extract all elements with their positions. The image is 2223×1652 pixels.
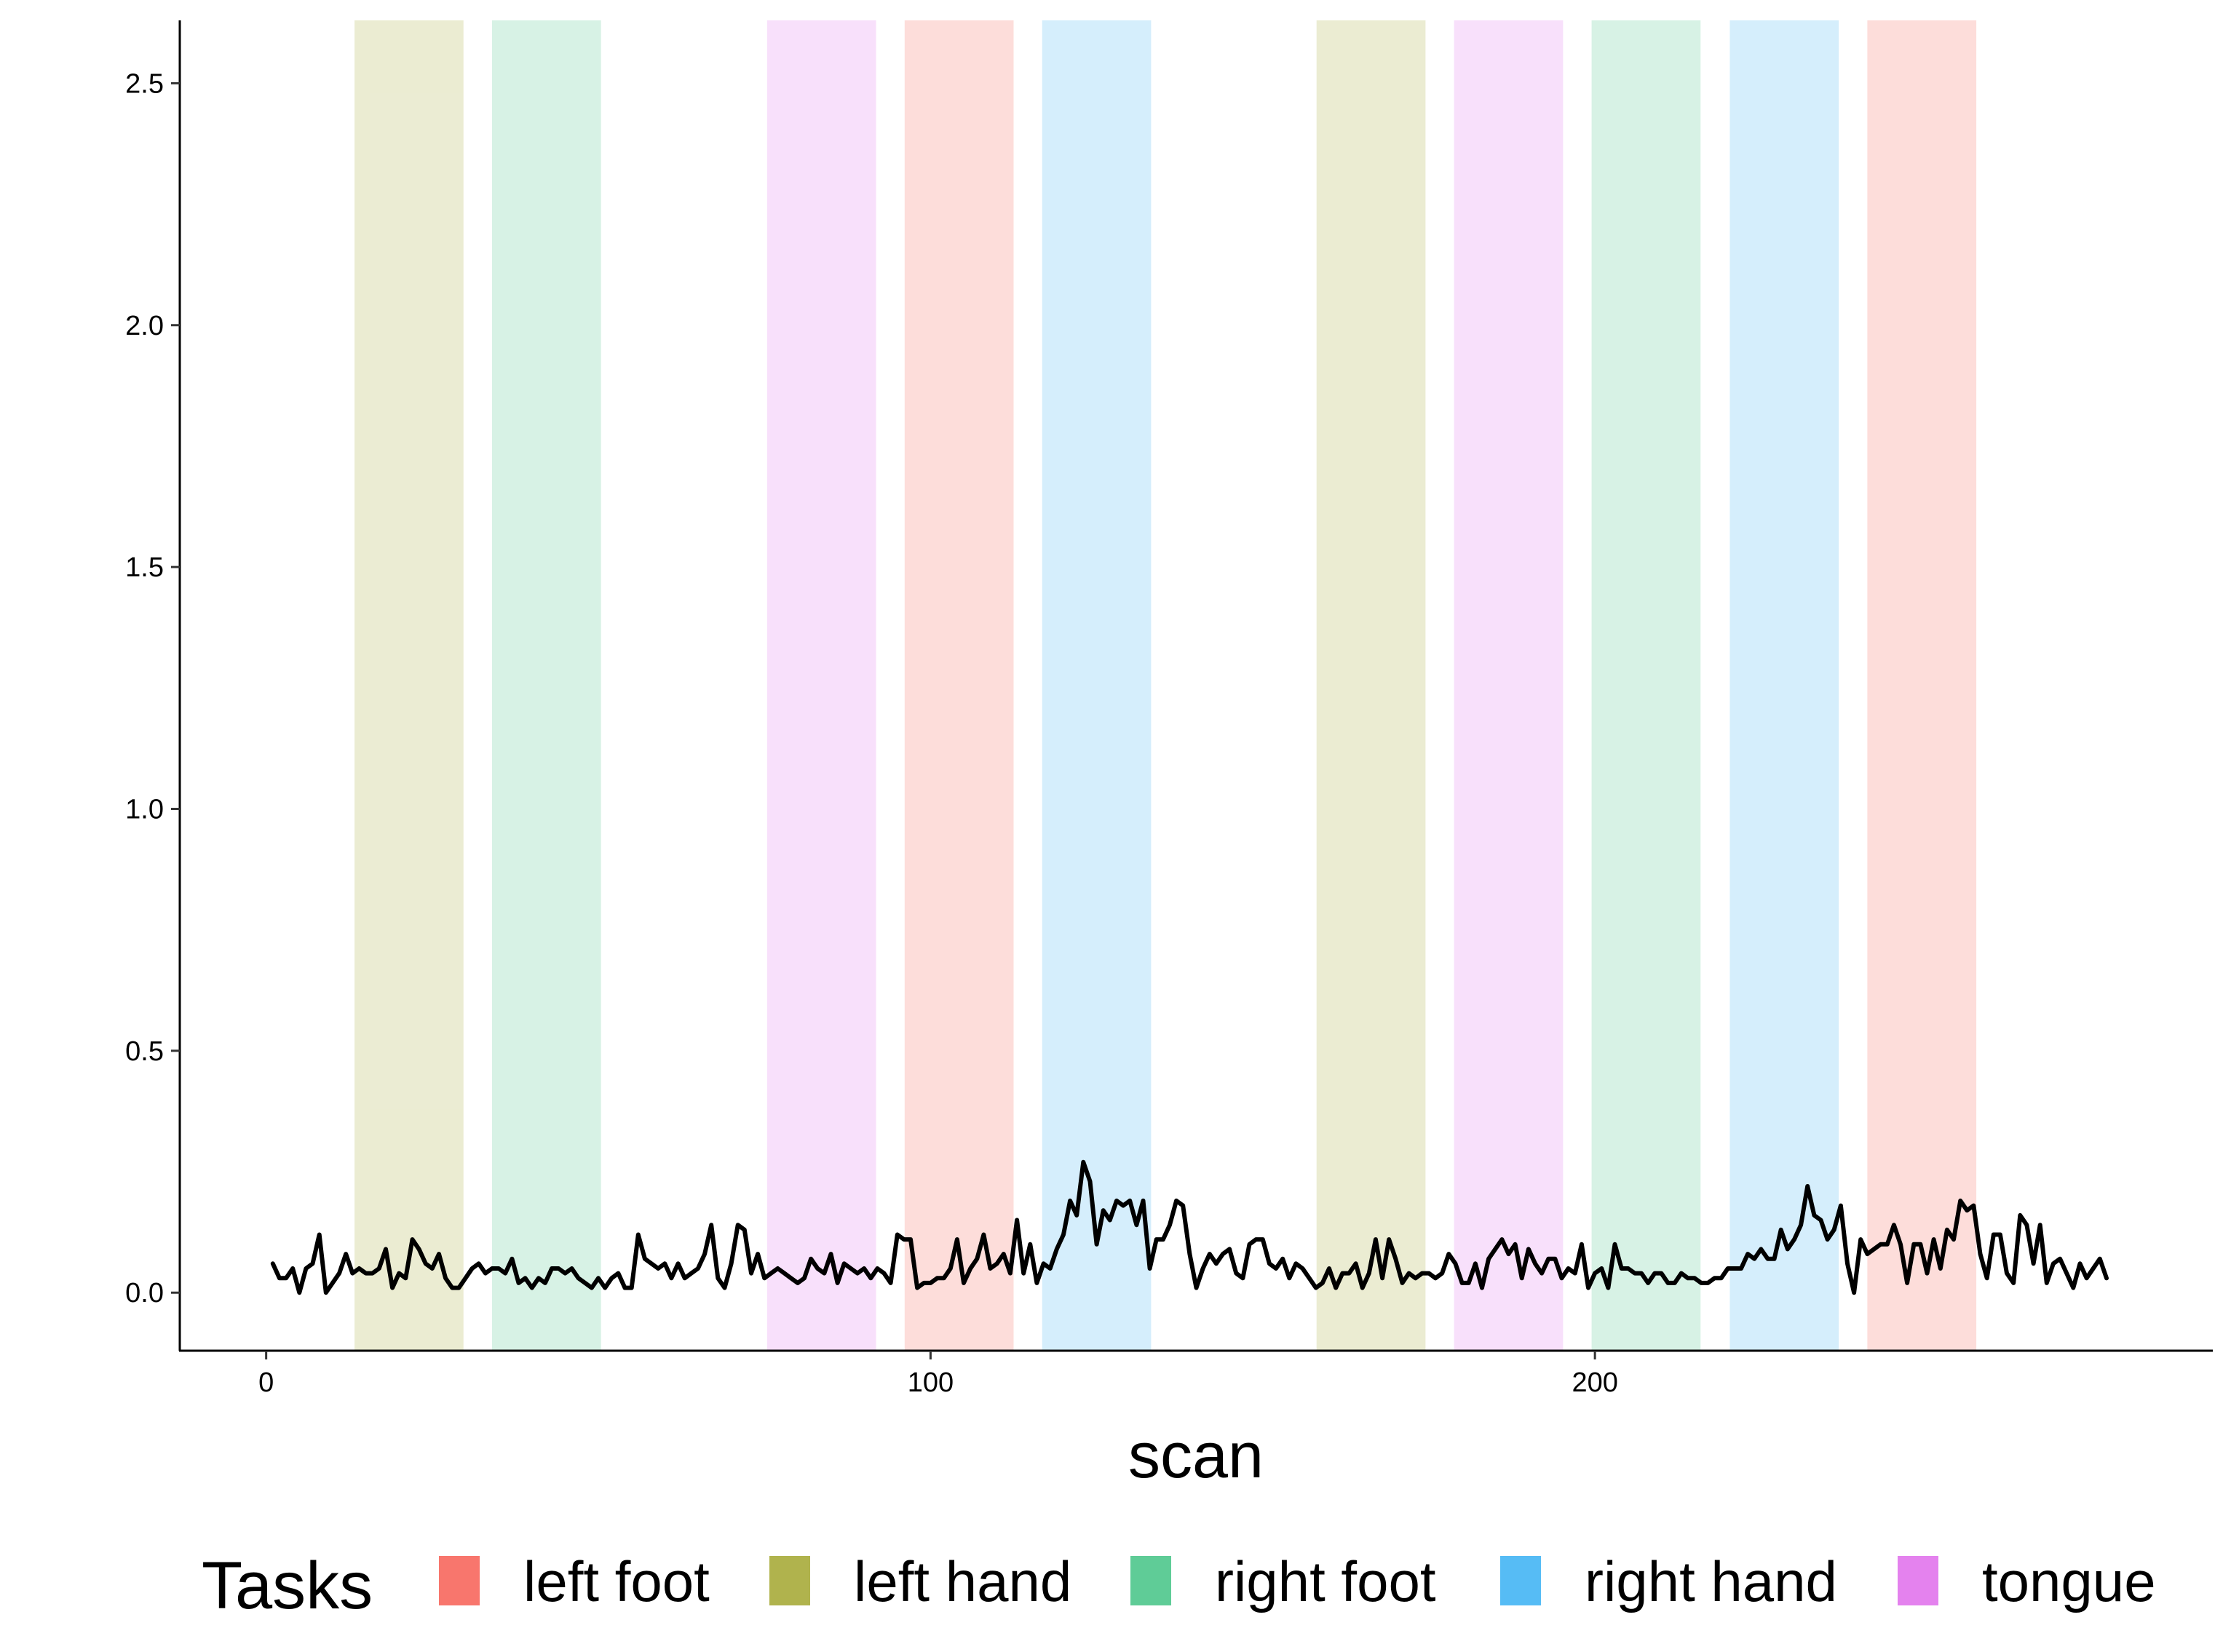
legend-label-left-foot: left foot [523,1549,710,1613]
legend: Tasks left foot left hand right foot right … [202,1549,2156,1623]
task-band-right-hand [1042,20,1152,1351]
series-group [270,1159,2109,1295]
y-tick-label: 0.0 [125,1278,164,1309]
task-band-tongue [766,20,876,1351]
axes [178,20,2213,1352]
y-ticks: 0.0 0.5 1.0 1.5 2.0 2.5 [125,68,180,1309]
legend-label-tongue: tongue [1982,1549,2156,1613]
task-band-left-foot [1867,20,1977,1351]
y-tick-label: 1.0 [125,795,164,825]
task-band-right-hand [1729,20,1839,1351]
y-tick-label: 1.5 [125,552,164,583]
x-tick-label: 0 [258,1367,274,1398]
task-band-left-hand [354,20,464,1351]
task-band-right-foot [1591,20,1701,1351]
task-bands [354,20,1977,1351]
y-tick-label: 2.5 [125,68,164,99]
task-band-right-foot [491,20,601,1351]
y-tick-label: 2.0 [125,311,164,341]
x-axis-title: scan [1128,1419,1264,1491]
legend-label-right-foot: right foot [1215,1549,1436,1613]
task-band-tongue [1454,20,1564,1351]
series-line [270,1159,2109,1295]
legend-key-tongue [1898,1556,1938,1605]
y-tick-label: 0.5 [125,1036,164,1067]
legend-key-right-hand [1500,1556,1541,1605]
legend-label-right-hand: right hand [1585,1549,1837,1613]
legend-key-left-hand [769,1556,810,1605]
x-ticks: 0 100 200 [258,1351,1618,1398]
task-band-left-hand [1316,20,1426,1351]
legend-key-left-foot [439,1556,480,1605]
legend-key-right-foot [1130,1556,1171,1605]
x-tick-label: 200 [1572,1367,1617,1398]
legend-title: Tasks [202,1549,373,1623]
task-band-left-foot [904,20,1014,1351]
x-tick-label: 100 [908,1367,954,1398]
legend-label-left-hand: left hand [854,1549,1071,1613]
